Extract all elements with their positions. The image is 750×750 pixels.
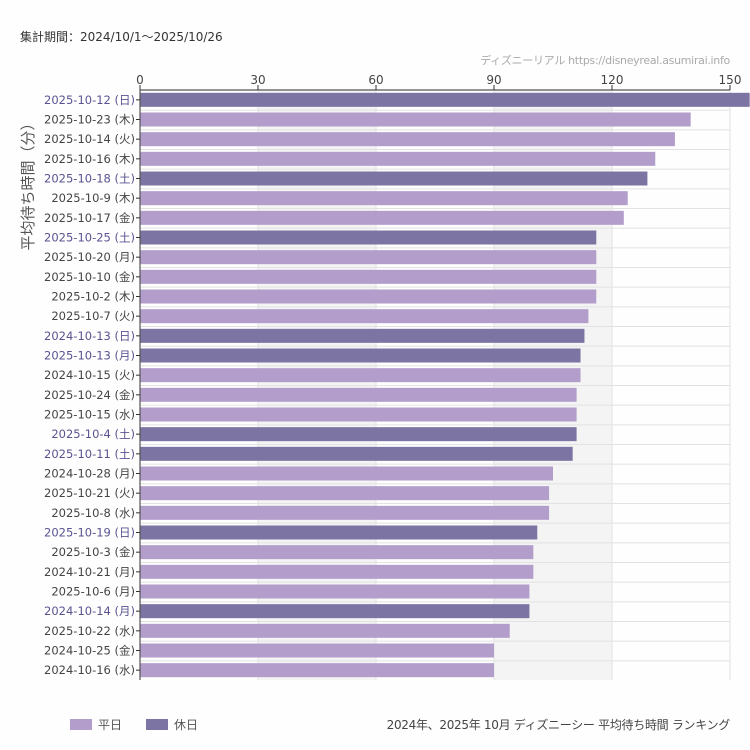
bar (140, 643, 494, 658)
bar (140, 328, 585, 343)
category-label: 2024-10-13 (日) (44, 329, 135, 343)
legend: 平日 休日 (70, 716, 222, 733)
category-label: 2025-10-10 (金) (44, 270, 135, 284)
gridlines (140, 90, 731, 680)
category-label: 2024-10-15 (火) (44, 368, 135, 382)
axes (139, 89, 730, 680)
bar (140, 191, 628, 206)
bar (140, 584, 530, 599)
bar (140, 604, 530, 619)
x-tick-label: 90 (486, 73, 501, 87)
category-label: 2025-10-20 (月) (44, 250, 135, 264)
bar (140, 486, 550, 501)
category-label: 2025-10-7 (火) (51, 309, 135, 323)
category-label: 2025-10-17 (金) (44, 211, 135, 225)
holiday-swatch (146, 719, 169, 730)
aggregation-period: 集計期間：2024/10/1〜2025/10/26 (20, 30, 223, 44)
x-tick-label: 120 (601, 73, 624, 87)
x-tick-label: 0 (136, 73, 144, 87)
category-label: 2024-10-25 (金) (44, 644, 135, 658)
bar (140, 230, 597, 245)
category-label: 2025-10-21 (火) (44, 486, 135, 500)
x-tick-label: 60 (368, 73, 383, 87)
bar (140, 466, 553, 481)
bar (140, 132, 675, 147)
category-label: 2025-10-16 (木) (44, 152, 135, 166)
bar (140, 309, 589, 324)
category-label: 2025-10-8 (水) (51, 506, 135, 520)
category-label: 2025-10-9 (木) (51, 191, 135, 205)
category-label: 2025-10-6 (月) (51, 585, 135, 599)
chart-title: 2024年、2025年 10月 ディズニーシー 平均待ち時間 ランキング (386, 718, 731, 732)
category-label: 2025-10-11 (土) (44, 447, 135, 461)
bar (140, 387, 577, 402)
bar (140, 446, 573, 461)
bar (140, 545, 534, 560)
ranking-bar-chart: 0 30 60 90 120 150 2025-10-12 (日) 2025-10-23 (… (19, 73, 750, 680)
x-tick-label: 30 (250, 73, 265, 87)
bars (140, 92, 750, 678)
bar (140, 564, 534, 579)
category-label: 2024-10-14 (月) (44, 604, 135, 618)
category-label: 2025-10-2 (木) (51, 290, 135, 304)
category-label: 2025-10-24 (金) (44, 388, 135, 402)
category-label: 2025-10-12 (日) (44, 93, 135, 107)
bar (140, 250, 597, 265)
category-label: 2025-10-23 (木) (44, 113, 135, 127)
bar (140, 269, 597, 284)
bar (140, 525, 538, 540)
category-label: 2025-10-14 (火) (44, 132, 135, 146)
category-labels: 2025-10-12 (日) 2025-10-23 (木) 2025-10-14 (… (44, 93, 140, 677)
legend-label-holiday: 休日 (174, 718, 199, 732)
category-label: 2025-10-25 (土) (44, 231, 135, 245)
y-axis-label: 平均待ち時間（分） (19, 115, 37, 250)
bar (140, 505, 550, 520)
category-label: 2025-10-3 (金) (51, 545, 135, 559)
bar (140, 623, 510, 638)
weekday-swatch (70, 719, 92, 730)
category-label: 2025-10-15 (水) (44, 408, 135, 422)
bar (140, 368, 581, 383)
category-label: 2025-10-19 (日) (44, 526, 135, 540)
site-credit: ディズニーリアル https://disneyreal.asumirai.inf… (480, 54, 730, 67)
bar (140, 427, 577, 442)
category-label: 2025-10-4 (土) (51, 427, 135, 441)
bar (140, 92, 750, 107)
bar (140, 407, 577, 422)
legend-label-weekday: 平日 (98, 718, 123, 732)
category-label: 2024-10-28 (月) (44, 467, 135, 481)
category-label: 2024-10-16 (水) (44, 663, 135, 677)
legend-item-weekday[interactable]: 平日 (70, 716, 122, 733)
bar (140, 348, 581, 363)
category-label: 2025-10-13 (月) (44, 349, 135, 363)
category-label: 2024-10-21 (月) (44, 565, 135, 579)
bar (140, 210, 624, 225)
bar (140, 112, 691, 127)
x-axis-ticks: 0 30 60 90 120 150 (136, 73, 741, 90)
bar (140, 289, 597, 304)
category-label: 2025-10-22 (水) (44, 624, 135, 638)
bar (140, 151, 656, 166)
category-label: 2025-10-18 (土) (44, 172, 135, 186)
bar (140, 171, 648, 186)
bar (140, 663, 494, 678)
x-tick-label: 150 (719, 73, 742, 87)
legend-item-holiday[interactable]: 休日 (146, 716, 198, 733)
